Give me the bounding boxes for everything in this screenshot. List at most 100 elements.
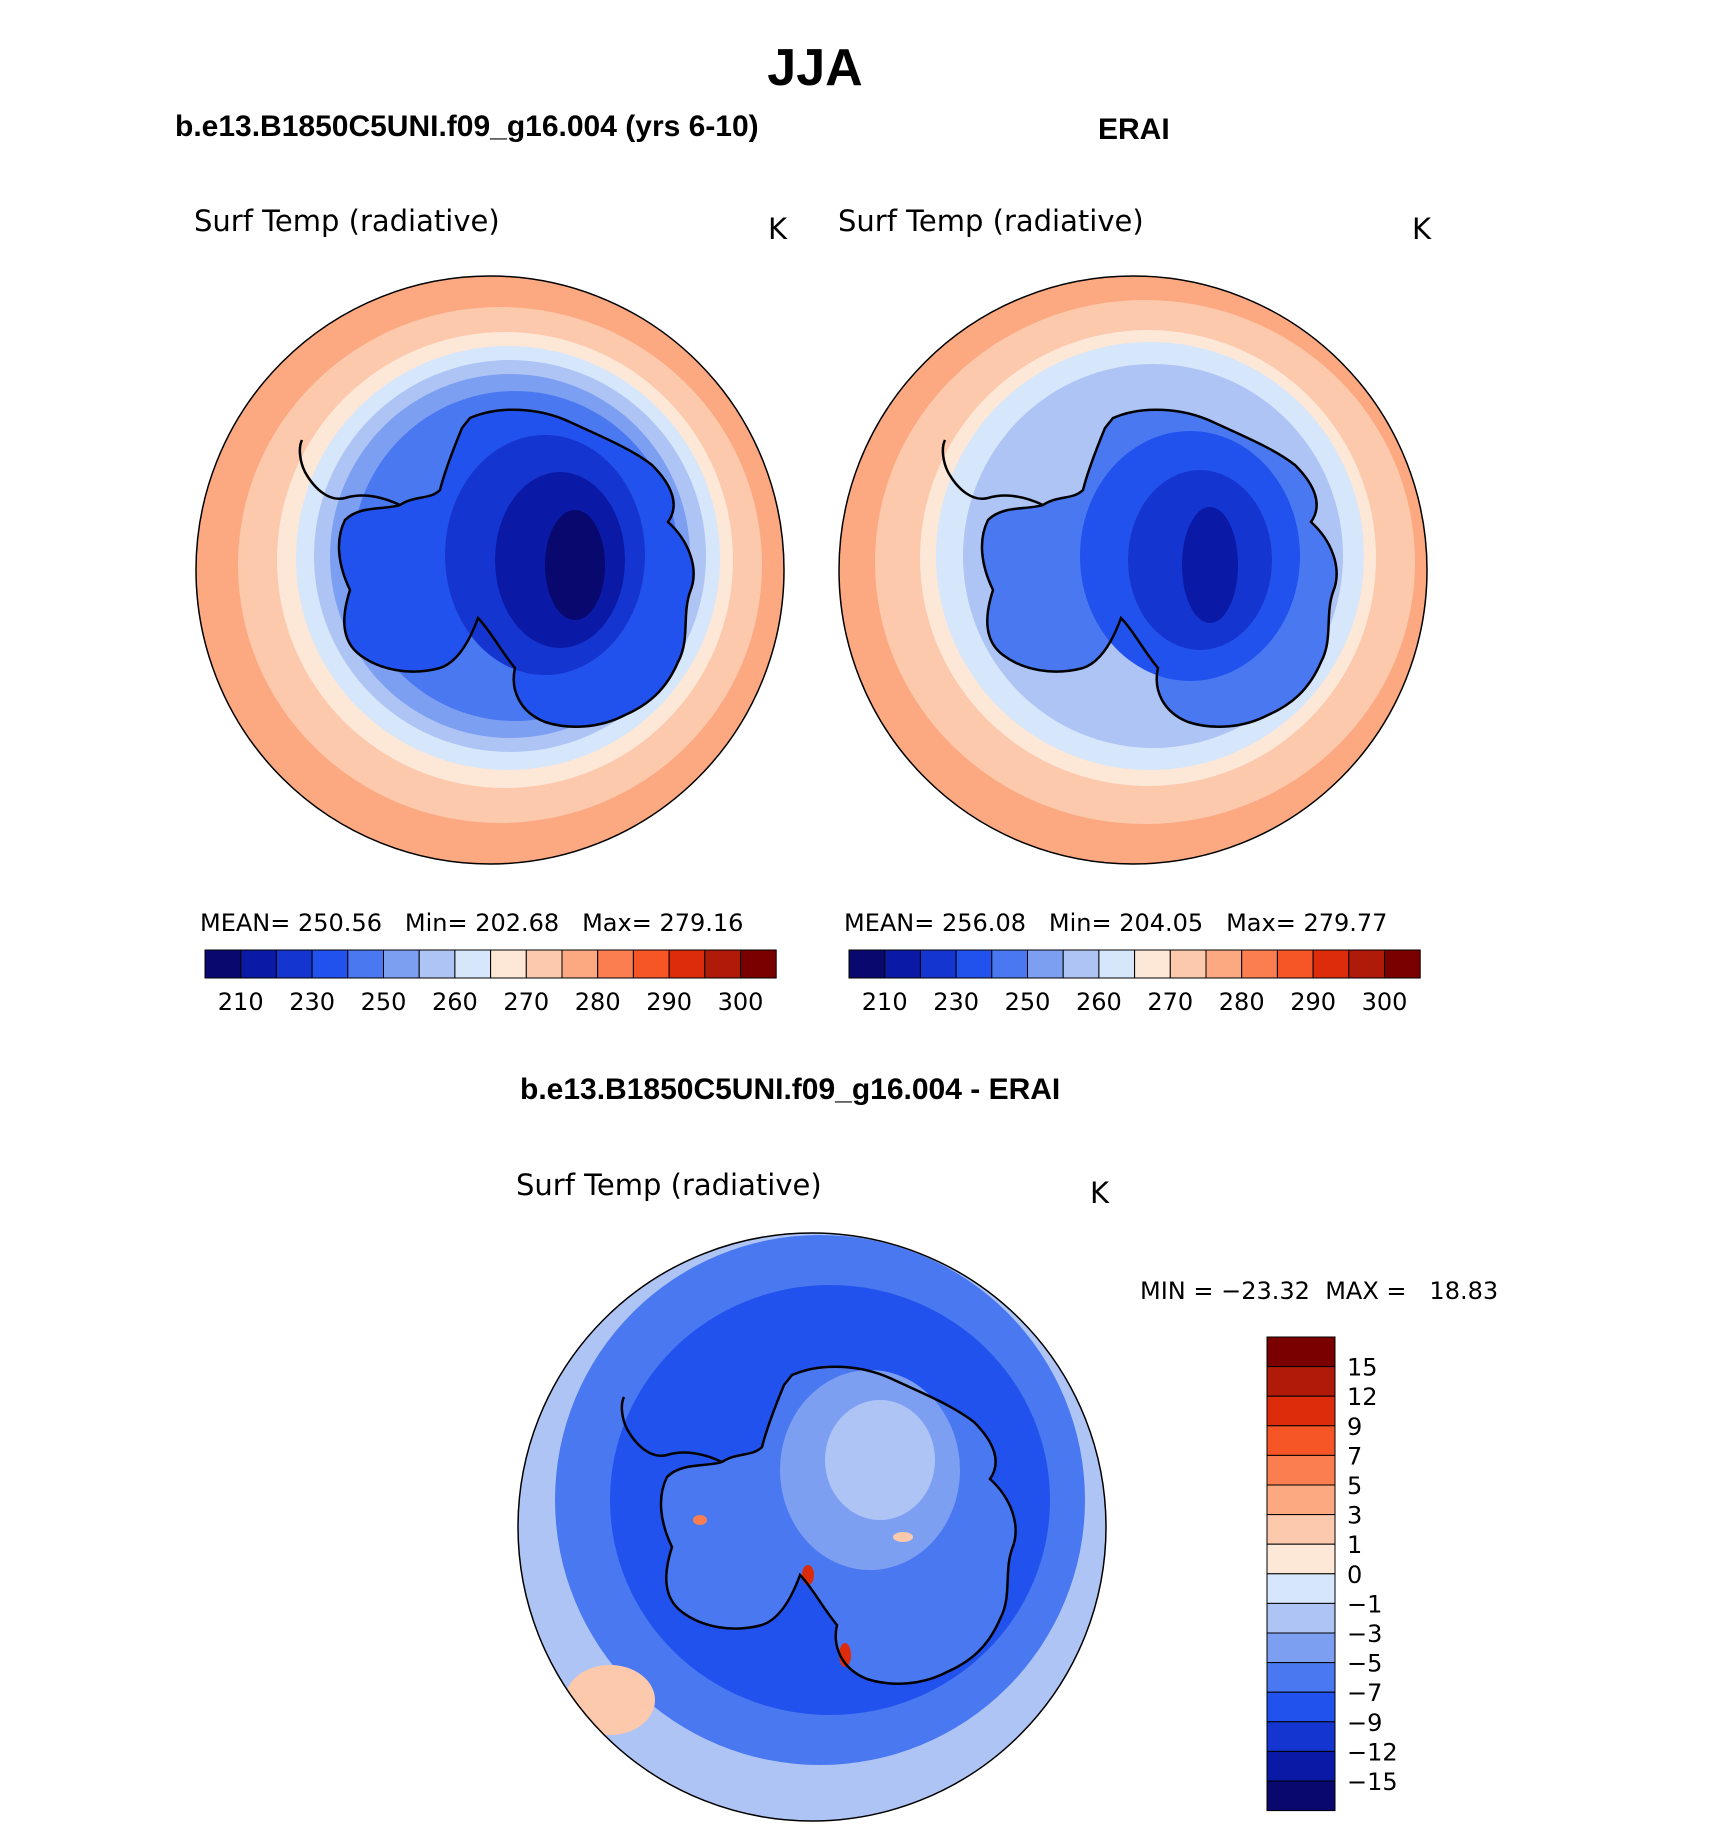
colorbar-tick-label: 270: [1147, 988, 1193, 1016]
max-label: Max=: [582, 909, 652, 937]
colorbar-box: [1266, 1750, 1336, 1782]
colorbar-box: [597, 949, 634, 979]
colorbar-box: [1384, 949, 1421, 979]
colorbar-box: [383, 949, 420, 979]
diff-header: b.e13.B1850C5UNI.f09_g16.004 - ERAI: [520, 1073, 1061, 1106]
colorbar-tick-label: 290: [646, 988, 692, 1016]
colorbar-tick-label: 210: [218, 988, 264, 1016]
colorbar-box: [525, 949, 563, 979]
colorbar-box: [1266, 1366, 1336, 1397]
colorbar-box: [1266, 1573, 1336, 1604]
colorbar-tick-label: 1: [1347, 1531, 1362, 1559]
colorbar-box: [490, 949, 527, 979]
max-label: Max=: [1226, 909, 1296, 937]
min-label: Min=: [404, 909, 468, 937]
colorbar-tick-label: 12: [1347, 1383, 1378, 1411]
colorbar-tick-label: −12: [1347, 1738, 1398, 1766]
colorbar-box: [1266, 1395, 1336, 1427]
colorbar-box: [1348, 949, 1385, 979]
colorbar-box: [919, 949, 957, 979]
colorbar-erai: 210 230 250 260 270 280 290 300: [848, 949, 1421, 1016]
colorbar-box: [1266, 1602, 1336, 1634]
colorbar-box: [1098, 949, 1136, 979]
colorbar-box: [1134, 949, 1171, 979]
colorbar-box: [1241, 949, 1278, 979]
colorbar-tick-label: −5: [1347, 1650, 1382, 1678]
panel-model-units: K: [768, 212, 788, 246]
panel-model-header: b.e13.B1850C5UNI.f09_g16.004 (yrs 6-10): [175, 110, 759, 143]
colorbar-model: 210 230 250 260 270 280 290 300: [204, 949, 777, 1016]
min-label: Min=: [1048, 909, 1112, 937]
colorbar-box: [991, 949, 1029, 979]
colorbar-tick-label: 5: [1347, 1472, 1362, 1500]
colorbar-box: [632, 949, 670, 979]
colorbar-tick-label: 250: [361, 988, 407, 1016]
colorbar-box: [204, 949, 242, 979]
mean-label: MEAN=: [844, 909, 935, 937]
colorbar-box: [1266, 1514, 1336, 1545]
colorbar-box: [1266, 1632, 1336, 1664]
colorbar-box: [347, 949, 385, 979]
max-value: 279.16: [659, 909, 744, 937]
panel-model-stats: MEAN= 250.56 Min= 202.68 Max= 279.16: [200, 909, 743, 937]
colorbar-tick-label: 280: [575, 988, 621, 1016]
colorbar-box: [1062, 949, 1100, 979]
colorbar-box: [1266, 1484, 1336, 1516]
colorbar-box: [704, 949, 741, 979]
panel-model-variable-label: Surf Temp (radiative): [194, 204, 500, 238]
colorbar-box: [1266, 1425, 1336, 1456]
colorbar-box: [1266, 1454, 1336, 1486]
panel-erai-units: K: [1412, 212, 1432, 246]
colorbar-box: [454, 949, 492, 979]
colorbar-tick-label: 3: [1347, 1502, 1362, 1530]
colorbar-tick-label: −1: [1347, 1590, 1382, 1618]
colorbar-tick-label: 280: [1219, 988, 1265, 1016]
max-label: MAX =: [1325, 1277, 1407, 1305]
colorbar-box: [740, 949, 777, 979]
max-value: 279.77: [1303, 909, 1388, 937]
colorbar-box: [884, 949, 921, 979]
colorbar-box: [1266, 1543, 1336, 1575]
colorbar-box: [561, 949, 599, 979]
colorbar-tick-label: 210: [862, 988, 908, 1016]
colorbar-tick-label: −9: [1347, 1709, 1382, 1737]
colorbar-box: [418, 949, 456, 979]
colorbar-box: [311, 949, 349, 979]
colorbar-box: [1266, 1780, 1336, 1812]
colorbar-tick-label: 260: [432, 988, 478, 1016]
mean-label: MEAN=: [200, 909, 291, 937]
colorbar-tick-label: 290: [1290, 988, 1336, 1016]
colorbar-box: [955, 949, 993, 979]
colorbar-box: [275, 949, 313, 979]
max-value: 18.83: [1429, 1277, 1499, 1305]
page-title: JJA: [767, 39, 863, 97]
colorbar-tick-label: 0: [1347, 1561, 1362, 1589]
colorbar-tick-label: 7: [1347, 1442, 1362, 1470]
colorbar-tick-label: 300: [718, 988, 764, 1016]
mean-value: 256.08: [942, 909, 1026, 937]
colorbar-tick-label: 9: [1347, 1413, 1362, 1441]
min-value: 204.05: [1119, 909, 1204, 937]
panel-erai-stats: MEAN= 256.08 Min= 204.05 Max= 279.77: [844, 909, 1387, 937]
colorbar-box: [848, 949, 886, 979]
diff-units: K: [1090, 1176, 1110, 1210]
colorbar-tick-label: 230: [933, 988, 979, 1016]
colorbar-box: [668, 949, 706, 979]
colorbar-box: [1169, 949, 1207, 979]
colorbar-tick-label: −3: [1347, 1620, 1382, 1648]
colorbar-box: [1266, 1336, 1336, 1368]
diff-minmax: MIN = −23.32 MAX = 18.83: [1140, 1277, 1498, 1305]
panel-erai-variable-label: Surf Temp (radiative): [838, 204, 1144, 238]
diff-variable-label: Surf Temp (radiative): [516, 1168, 822, 1202]
colorbar-tick-label: −15: [1347, 1768, 1398, 1796]
panel-erai-header: ERAI: [1098, 113, 1170, 146]
colorbar-box: [1266, 1721, 1336, 1752]
colorbar-box: [240, 949, 277, 979]
colorbar-tick-label: 260: [1076, 988, 1122, 1016]
mean-value: 250.56: [298, 909, 382, 937]
min-value: −23.32: [1221, 1277, 1310, 1305]
colorbar-box: [1276, 949, 1314, 979]
colorbar-box: [1266, 1691, 1336, 1723]
colorbar-box: [1027, 949, 1064, 979]
